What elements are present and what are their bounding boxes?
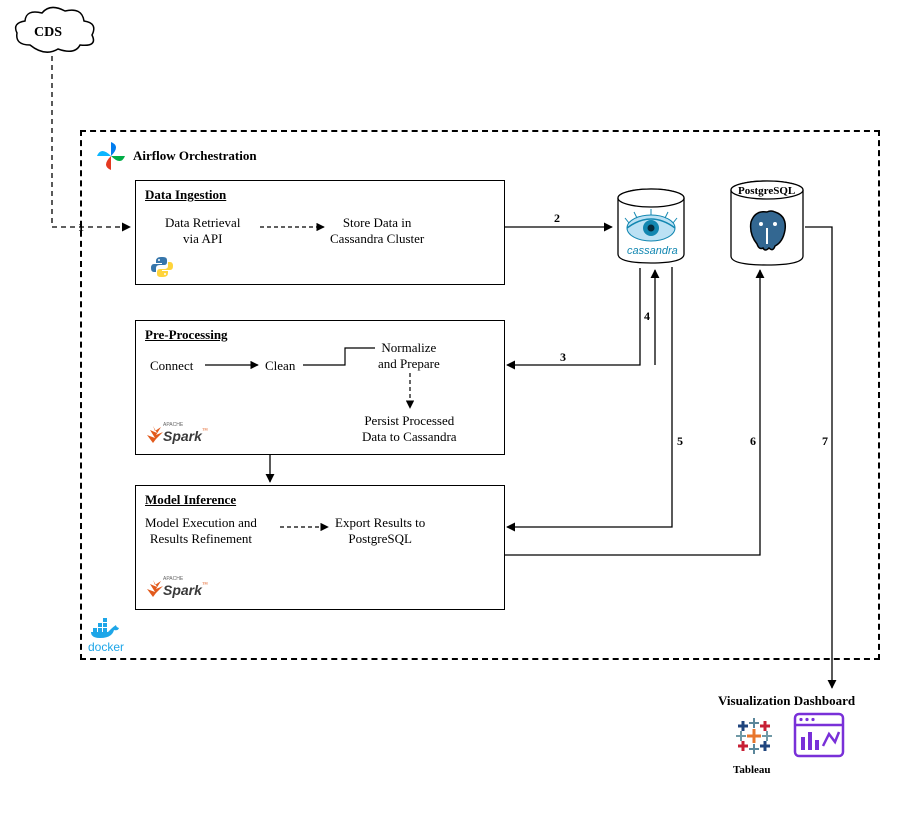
python-icon <box>150 255 174 279</box>
docker-icon <box>90 618 120 640</box>
prep-step2: Clean <box>265 358 295 374</box>
inf-step2: Export Results to PostgreSQL <box>335 515 425 547</box>
ingestion-step2: Store Data in Cassandra Cluster <box>330 215 424 247</box>
spark-icon-2: APACHE Spark ™ <box>145 572 215 602</box>
airflow-label: Airflow Orchestration <box>133 148 257 164</box>
prep-step3: Normalize and Prepare <box>378 340 440 372</box>
postgres-db: PostgreSQL <box>728 180 806 270</box>
svg-text:Spark: Spark <box>163 428 203 444</box>
inf-step1: Model Execution and Results Refinement <box>145 515 257 547</box>
dashboard-icon <box>793 712 845 758</box>
inference-title: Model Inference <box>145 492 236 508</box>
architecture-diagram: CDS Airflow Orchestration Data Ingestion… <box>0 0 899 815</box>
ingestion-step1: Data Retrieval via API <box>165 215 240 247</box>
cds-label: CDS <box>34 25 62 41</box>
viz-label: Visualization Dashboard <box>718 693 855 709</box>
tableau-label: Tableau <box>733 764 771 776</box>
docker-label: docker <box>88 640 124 654</box>
ingestion-title: Data Ingestion <box>145 187 226 203</box>
spark-icon: APACHE Spark ™ <box>145 418 215 448</box>
prep-step4: Persist Processed Data to Cassandra <box>362 413 457 445</box>
tableau-icon <box>733 715 775 757</box>
svg-text:™: ™ <box>202 582 208 588</box>
preprocessing-title: Pre-Processing <box>145 327 228 343</box>
svg-text:™: ™ <box>202 428 208 434</box>
svg-text:Spark: Spark <box>163 582 203 598</box>
svg-text:PostgreSQL: PostgreSQL <box>738 185 795 197</box>
svg-text:cassandra: cassandra <box>627 245 678 257</box>
airflow-icon <box>95 140 127 172</box>
cassandra-db: cassandra <box>615 188 687 268</box>
prep-step1: Connect <box>150 358 193 374</box>
